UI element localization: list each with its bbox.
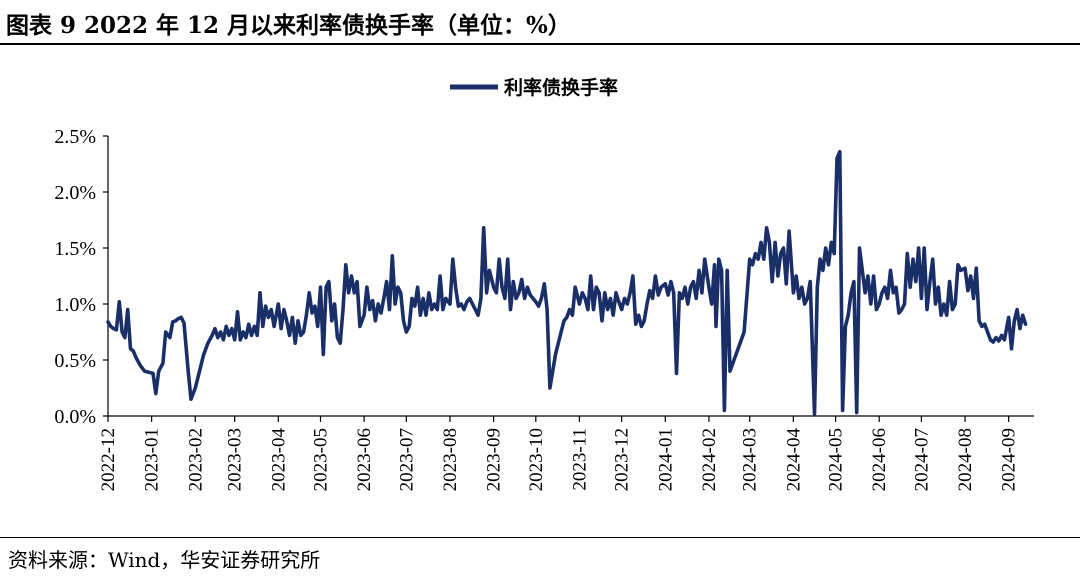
- x-tick-label: 2024-01: [655, 428, 676, 491]
- x-tick-label: 2022-12: [98, 428, 119, 491]
- x-tick-label: 2023-08: [440, 428, 461, 491]
- y-tick-label: 0.0%: [54, 406, 96, 428]
- x-tick-label: 2023-09: [484, 428, 505, 491]
- x-tick-label: 2023-12: [612, 428, 633, 491]
- y-tick-label: 2.5%: [54, 126, 96, 148]
- series-layer: [106, 149, 1028, 416]
- y-tick-label: 1.0%: [54, 294, 96, 316]
- x-tick-label: 2024-03: [740, 428, 761, 491]
- y-tick-label: 2.0%: [54, 182, 96, 204]
- x-tick-label: 2023-07: [396, 428, 417, 491]
- x-tick-label: 2024-05: [826, 428, 847, 491]
- x-tick-label: 2023-06: [354, 428, 375, 491]
- legend: 利率债换手率: [450, 76, 618, 99]
- x-axis: 2022-12 2023-01 2023-02 2023-03 2023-04 2023-…: [98, 415, 1034, 492]
- series-line-利率债换手率: [106, 149, 1028, 416]
- x-tick-label: 2023-01: [142, 428, 163, 491]
- y-axis: 0.0% 0.5% 1.0% 1.5% 2.0% 2.5%: [54, 126, 109, 428]
- x-tick-label: 2024-07: [911, 428, 932, 491]
- x-tick-label: 2024-09: [999, 428, 1020, 491]
- x-tick-label: 2023-10: [526, 428, 547, 491]
- x-tick-label: 2024-06: [869, 428, 890, 491]
- x-tick-label: 2023-03: [225, 428, 246, 491]
- x-tick-label: 2023-02: [185, 428, 206, 491]
- y-tick-label: 0.5%: [54, 350, 96, 372]
- x-tick-label: 2024-08: [955, 428, 976, 491]
- x-tick-label: 2023-05: [311, 428, 332, 491]
- figure-title: 图表 9 2022 年 12 月以来利率债换手率（单位：%）: [6, 12, 571, 39]
- x-tick-label: 2024-02: [699, 428, 720, 491]
- source-note: 资料来源：Wind，华安证券研究所: [8, 548, 321, 572]
- y-tick-label: 1.5%: [54, 238, 96, 260]
- footer-rule: [0, 537, 1080, 538]
- line-chart: 利率债换手率 0.0%0.5%1.0%1.5%2.0%2.5% 2022-12 2…: [54, 76, 1034, 492]
- x-tick-label: 2023-04: [268, 428, 289, 492]
- x-tick-label: 2024-04: [783, 428, 804, 492]
- title-rule: [0, 43, 1080, 45]
- legend-label: 利率债换手率: [504, 76, 618, 99]
- x-tick-label: 2023-11: [569, 428, 590, 491]
